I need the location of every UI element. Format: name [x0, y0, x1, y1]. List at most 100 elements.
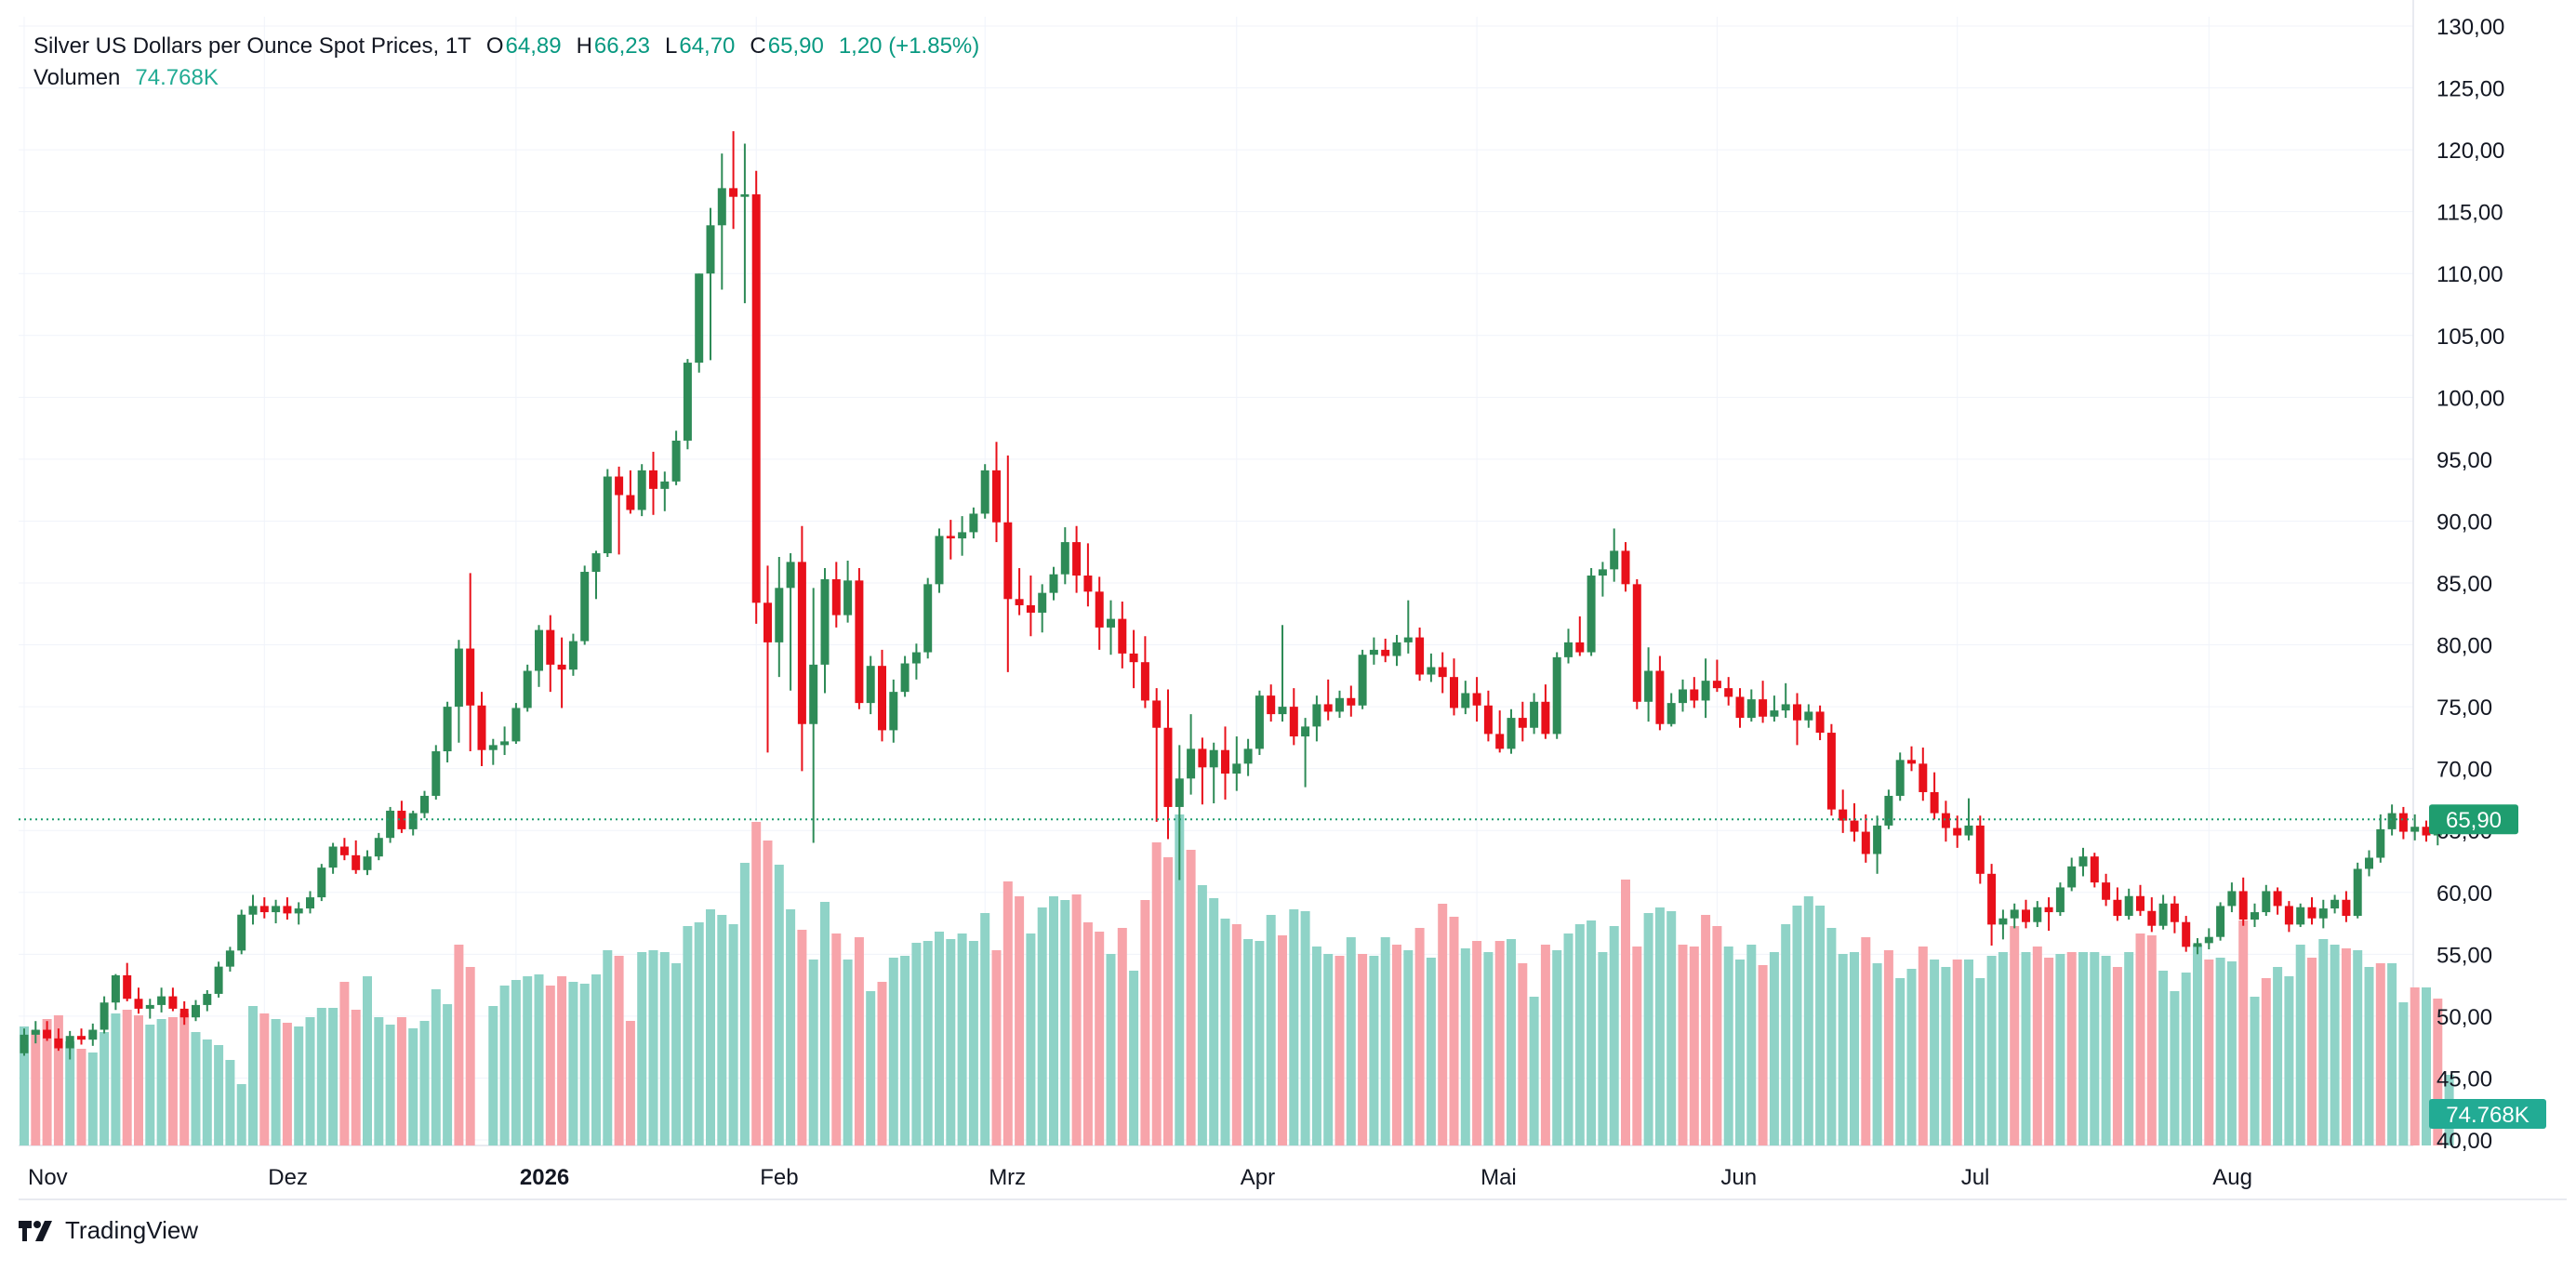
- candle-body: [1381, 649, 1390, 656]
- volume-bar: [888, 958, 898, 1145]
- candle-body: [2284, 906, 2293, 925]
- volume-bar: [53, 1015, 63, 1145]
- volume-bar: [167, 1017, 178, 1145]
- volume-bar: [145, 1025, 155, 1145]
- volume-bar: [2090, 952, 2100, 1145]
- volume-bar: [1403, 950, 1414, 1145]
- volume-bar: [923, 941, 933, 1145]
- volume-bar: [20, 1026, 29, 1145]
- volume-bar: [637, 952, 647, 1145]
- volume-bar: [946, 939, 956, 1145]
- candle-body: [1107, 618, 1115, 628]
- volume-bar: [2273, 967, 2283, 1145]
- volume-bar: [968, 941, 978, 1145]
- volume-bar: [2307, 958, 2317, 1145]
- volume-bar: [843, 960, 853, 1145]
- volume-bar: [991, 950, 1002, 1145]
- volume-bar: [1003, 881, 1013, 1145]
- last-price-badge-text: 65,90: [2446, 808, 2502, 833]
- candle-body: [809, 664, 818, 724]
- volume-bar: [1895, 978, 1905, 1145]
- candle-body: [65, 1036, 74, 1049]
- price-axis[interactable]: 130,00 125,00 120,00 115,00 110,00 105,00 100,…: [2437, 15, 2504, 1154]
- volume-bar: [831, 933, 842, 1145]
- volume-bar: [1574, 924, 1585, 1145]
- candle-body: [2067, 866, 2077, 888]
- volume-bar: [1049, 896, 1058, 1145]
- candle-body: [695, 273, 704, 364]
- volume-bar: [1654, 907, 1665, 1145]
- volume-bar: [2146, 935, 2157, 1145]
- candle-body: [1575, 642, 1585, 653]
- candle-body: [764, 602, 772, 642]
- volume-bar: [2250, 997, 2260, 1145]
- candle-body: [100, 1002, 109, 1030]
- candle-body: [2318, 908, 2328, 919]
- candle-body: [511, 708, 521, 742]
- candle-body: [306, 897, 314, 909]
- candle-body: [1907, 760, 1916, 764]
- price-tick-label: 50,00: [2437, 1005, 2492, 1030]
- candle-body: [1312, 704, 1321, 727]
- volume-bar: [1346, 937, 1356, 1145]
- volume-legend: Volumen 74.768K: [33, 65, 220, 91]
- candle-body: [2342, 899, 2351, 917]
- candle-body: [454, 648, 463, 708]
- candle-body: [580, 572, 590, 642]
- symbol-title[interactable]: Silver US Dollars per Ounce Spot Prices,…: [33, 33, 471, 59]
- volume-bar: [2330, 945, 2340, 1145]
- candle-body: [1267, 695, 1276, 715]
- candle-body: [1712, 681, 1721, 689]
- volume-bar: [2215, 958, 2225, 1145]
- volume-badge-text: 74.768K: [2446, 1103, 2529, 1128]
- candle-body: [1026, 604, 1035, 613]
- volume-bar: [1243, 939, 1254, 1145]
- volume-bar: [499, 986, 510, 1145]
- tradingview-brand[interactable]: TradingView: [19, 1216, 198, 1245]
- low-value: 64,70: [679, 33, 736, 59]
- candle-body: [1998, 918, 2008, 925]
- time-tick-label: Feb: [760, 1165, 798, 1190]
- volume-bar: [1632, 947, 1642, 1145]
- volume-bar: [1518, 963, 1528, 1145]
- price-tick-label: 90,00: [2437, 510, 2492, 535]
- candle-body: [1793, 704, 1801, 721]
- candle-body: [1403, 637, 1413, 642]
- volume-bar: [396, 1017, 406, 1145]
- candle-body: [1759, 699, 1768, 717]
- candle-body: [1507, 718, 1516, 749]
- volume-bar: [808, 960, 818, 1145]
- candle-body: [1003, 522, 1013, 600]
- volume-bar: [1964, 960, 1973, 1145]
- volume-label[interactable]: Volumen: [33, 65, 121, 90]
- volume-bar: [671, 963, 682, 1145]
- candle-body: [1163, 727, 1173, 807]
- candle-body: [523, 670, 532, 708]
- volume-bar: [1723, 947, 1733, 1145]
- volume-bar: [625, 1021, 635, 1145]
- volume-bar: [739, 863, 750, 1145]
- candle-body: [134, 999, 143, 1009]
- candle-body: [855, 580, 864, 704]
- candle-body: [1495, 734, 1505, 749]
- candle-body: [1826, 733, 1836, 810]
- volume-bar: [465, 967, 475, 1145]
- candle-body: [1152, 700, 1162, 728]
- candle-body: [397, 810, 406, 829]
- candle-body: [1610, 550, 1619, 570]
- candle-body: [1587, 576, 1596, 653]
- volume-bar: [1369, 956, 1379, 1145]
- candle-body: [1095, 591, 1104, 628]
- volume-bar: [1449, 917, 1459, 1145]
- ohlc-legend: Silver US Dollars per Ounce Spot Prices,…: [33, 33, 981, 60]
- volume-bar: [419, 1021, 430, 1145]
- candle-body: [1198, 748, 1207, 768]
- candle-body: [1427, 667, 1436, 675]
- candle-body: [751, 194, 761, 603]
- volume-bar: [1815, 906, 1826, 1145]
- candle-body: [225, 950, 234, 967]
- time-tick-label: Nov: [28, 1165, 68, 1190]
- time-axis[interactable]: Nov Dez 2026 Feb Mrz Apr Mai Jun Jul Aug: [28, 1165, 2252, 1190]
